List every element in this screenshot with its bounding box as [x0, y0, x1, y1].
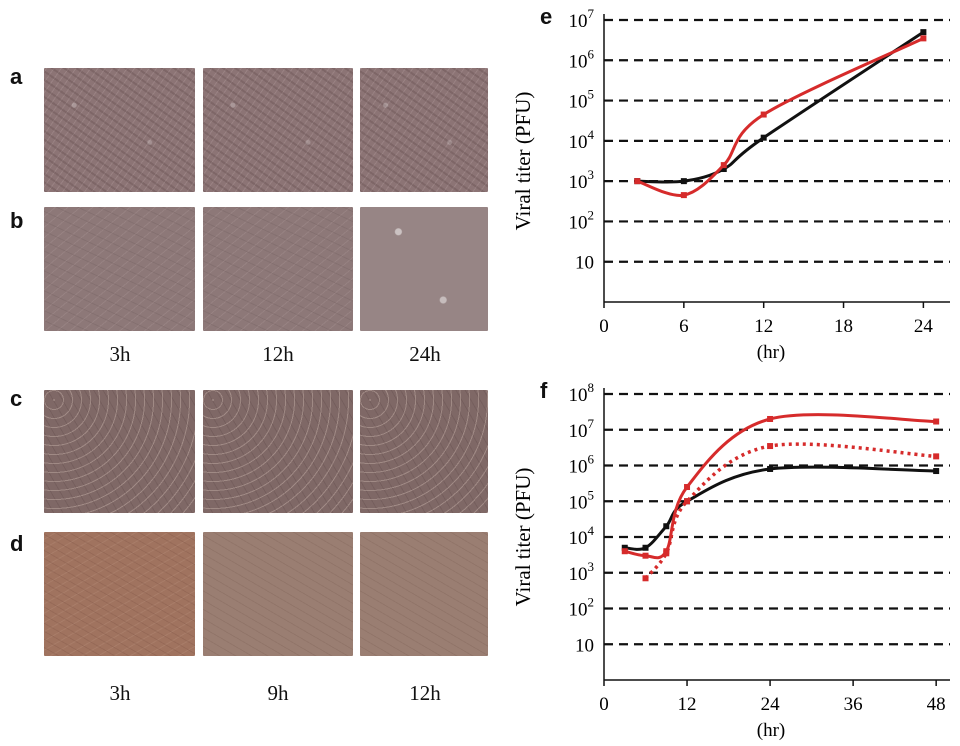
y-tick-label: 103	[569, 167, 595, 193]
panel-label-f: f	[540, 378, 548, 403]
y-tick-label: 10	[575, 635, 594, 656]
micrograph-a-1	[44, 68, 195, 192]
data-point	[680, 178, 687, 185]
panel-label-c: c	[10, 386, 23, 411]
panel-label-b: b	[10, 208, 24, 233]
data-point	[920, 29, 927, 36]
chart-e: 10 102 103 104 105 106 107 0 6 12 18 24 (hr) Viral ti…	[511, 6, 950, 363]
x-tick-label: 0	[599, 694, 609, 715]
micrograph-d-1	[44, 532, 195, 656]
data-point	[720, 166, 727, 173]
micrograph-d-3	[360, 532, 488, 656]
data-point	[767, 443, 774, 450]
y-tick-label: 107	[569, 6, 595, 32]
data-point	[642, 552, 649, 559]
time-label: 9h	[267, 681, 289, 705]
data-point	[684, 484, 691, 491]
time-label: 3h	[109, 342, 131, 366]
micrograph-b-2	[203, 207, 353, 331]
data-point	[933, 418, 940, 425]
data-point	[642, 575, 649, 582]
y-tick-label: 108	[569, 380, 595, 406]
y-axis-label: Viral titer (PFU)	[511, 92, 535, 231]
micrograph-b-1	[44, 207, 195, 331]
y-tick-label: 104	[569, 523, 595, 549]
y-axis-label: Viral titer (PFU)	[511, 468, 535, 607]
data-point	[933, 453, 940, 460]
data-point	[920, 35, 927, 42]
y-tick-label: 105	[569, 87, 595, 113]
x-tick-label: 18	[834, 316, 853, 337]
data-point	[767, 415, 774, 422]
x-tick-label: 12	[678, 694, 697, 715]
panel-label-d: d	[10, 531, 24, 556]
data-point	[720, 162, 727, 169]
time-label: 12h	[409, 681, 441, 705]
series-line-2	[644, 442, 937, 580]
time-label: 12h	[262, 342, 294, 366]
data-point	[767, 465, 774, 472]
series-line-0	[637, 30, 925, 184]
x-tick-label: 24	[914, 316, 934, 337]
y-tick-label: 10	[575, 253, 594, 274]
micrograph-c-3	[360, 390, 488, 513]
micrograph-a-2	[203, 68, 353, 192]
data-point	[634, 178, 641, 185]
chart-f: 10 102 103 104 105 106 107 108 0 12 24 36 48 (hr) Vira…	[511, 380, 950, 741]
x-tick-label: 0	[599, 316, 609, 337]
y-tick-label: 104	[569, 127, 595, 153]
x-tick-label: 48	[927, 694, 946, 715]
panel-label-a: a	[10, 64, 23, 89]
x-axis-label: (hr)	[757, 720, 785, 741]
data-point	[760, 134, 767, 141]
data-point	[621, 548, 628, 555]
series-line-1	[636, 37, 925, 197]
data-point	[642, 544, 649, 551]
data-point	[663, 523, 670, 530]
data-point	[684, 498, 691, 505]
panel-label-e: e	[540, 4, 553, 29]
y-tick-label: 102	[569, 207, 595, 233]
data-point	[663, 550, 670, 557]
time-label: 24h	[409, 342, 441, 366]
y-tick-label: 106	[569, 46, 595, 72]
y-tick-label: 102	[569, 595, 595, 621]
micrograph-a-3	[360, 68, 488, 192]
x-tick-label: 36	[844, 694, 863, 715]
micrograph-d-2	[203, 532, 353, 656]
x-tick-label: 24	[761, 694, 781, 715]
data-point	[680, 192, 687, 199]
micrograph-c-1	[44, 390, 195, 513]
y-tick-label: 103	[569, 559, 595, 585]
data-point	[760, 111, 767, 118]
micrograph-b-3	[360, 207, 488, 331]
x-tick-label: 12	[754, 316, 773, 337]
data-point	[933, 468, 940, 475]
time-label: 3h	[109, 681, 131, 705]
y-tick-label: 106	[569, 452, 595, 478]
x-tick-label: 6	[679, 316, 689, 337]
y-tick-label: 107	[569, 416, 595, 442]
x-axis-label: (hr)	[757, 342, 785, 363]
data-point	[621, 544, 628, 551]
micrograph-c-2	[203, 390, 353, 513]
y-tick-label: 105	[569, 487, 595, 513]
